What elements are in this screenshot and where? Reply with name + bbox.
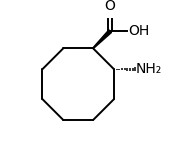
Polygon shape bbox=[93, 30, 111, 49]
Text: O: O bbox=[105, 0, 116, 13]
Text: NH₂: NH₂ bbox=[136, 62, 162, 76]
Text: OH: OH bbox=[128, 24, 150, 38]
